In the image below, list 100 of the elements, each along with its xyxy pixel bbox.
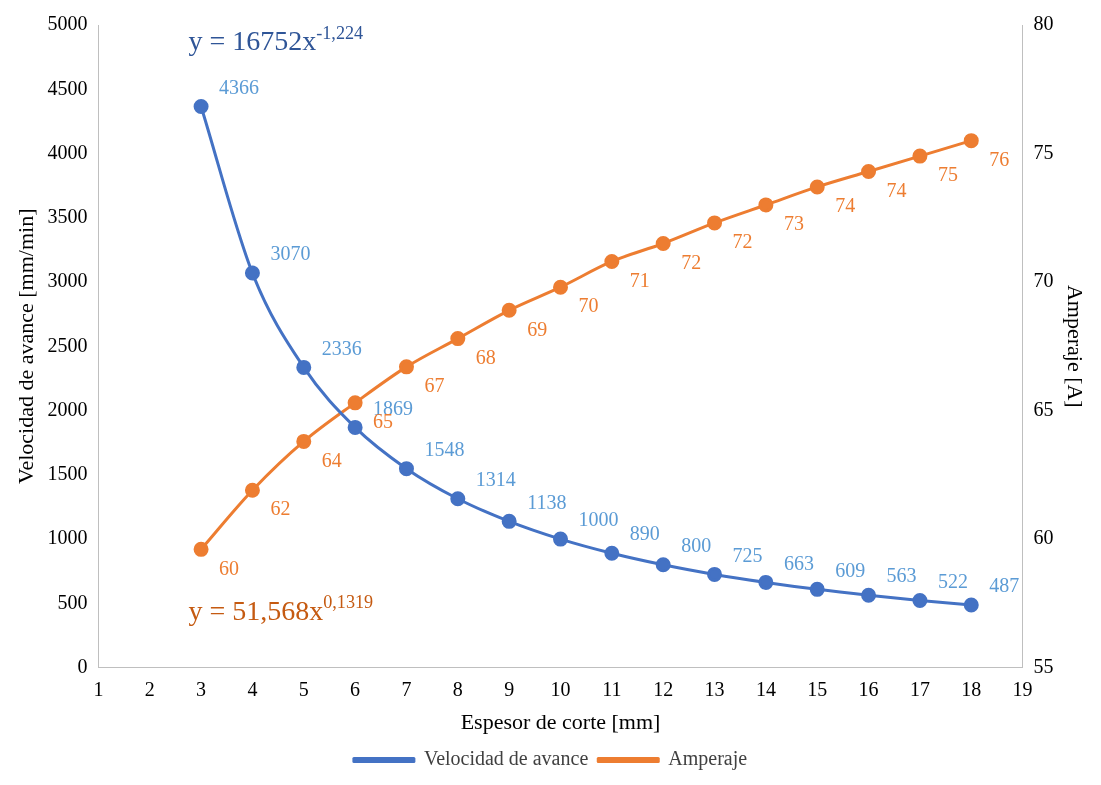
y-tick-label: 4000 [47, 140, 88, 163]
point [861, 587, 877, 603]
x-axis-title: Espesor de corte [mm] [460, 708, 661, 734]
point [296, 359, 312, 375]
point [193, 98, 209, 114]
point [758, 574, 774, 590]
data-label: 2336 [321, 336, 362, 359]
point [912, 148, 928, 164]
point [912, 593, 928, 609]
y2-tick-label: 65 [1033, 397, 1054, 420]
y2-tick-label: 60 [1033, 526, 1054, 549]
y-tick-label: 500 [57, 590, 88, 613]
y2-axis-title: Amperaje [A] [1063, 284, 1089, 408]
x-tick-label: 2 [144, 677, 155, 700]
x-tick-label: 4 [247, 677, 258, 700]
data-label: 74 [886, 178, 907, 201]
point [707, 566, 723, 582]
x-tick-label: 17 [909, 677, 930, 700]
y2-tick-label: 55 [1033, 654, 1054, 677]
x-tick-label: 7 [401, 677, 412, 700]
point [296, 433, 312, 449]
x-tick-label: 19 [1012, 677, 1033, 700]
data-label: 60 [219, 556, 240, 579]
data-label: 74 [835, 194, 856, 217]
data-label: 73 [783, 212, 804, 235]
data-label: 663 [783, 551, 814, 574]
data-label: 1138 [527, 490, 567, 513]
x-tick-label: 1 [93, 677, 104, 700]
data-label: 725 [732, 543, 763, 566]
x-tick-label: 18 [961, 677, 982, 700]
point [501, 302, 517, 318]
data-label: 72 [732, 230, 753, 253]
data-label: 4366 [219, 75, 260, 98]
point [450, 331, 466, 347]
point [398, 359, 414, 375]
point [398, 461, 414, 477]
x-tick-label: 14 [755, 677, 776, 700]
legend-label: Velocidad de avance [423, 747, 589, 770]
point [963, 133, 979, 149]
point [707, 215, 723, 231]
y-tick-label: 3500 [47, 205, 88, 228]
x-tick-label: 12 [653, 677, 674, 700]
y-tick-label: 1500 [47, 462, 88, 485]
point [501, 513, 517, 529]
y2-tick-label: 75 [1033, 140, 1054, 163]
x-tick-label: 10 [550, 677, 571, 700]
x-tick-label: 16 [858, 677, 879, 700]
data-label: 67 [424, 374, 445, 397]
point [193, 541, 209, 557]
y-tick-label: 0 [77, 654, 88, 677]
point [553, 531, 568, 547]
point [809, 179, 825, 195]
y-axis-title: Velocidad de avance [mm/min] [12, 208, 38, 485]
point [604, 545, 620, 561]
data-label: 62 [270, 497, 291, 520]
y2-tick-label: 70 [1033, 269, 1054, 292]
y-tick-label: 4500 [47, 76, 88, 99]
x-tick-label: 3 [196, 677, 207, 700]
data-label: 522 [937, 569, 968, 592]
point [244, 265, 260, 281]
point [553, 279, 568, 295]
y-tick-label: 1000 [47, 526, 88, 549]
y-tick-label: 5000 [47, 12, 88, 35]
data-label: 68 [475, 345, 496, 368]
point [347, 395, 363, 411]
data-label: 72 [681, 250, 702, 273]
point [861, 164, 877, 180]
x-tick-label: 11 [602, 677, 622, 700]
point [655, 557, 671, 573]
data-label: 487 [989, 574, 1020, 597]
data-label: 3070 [270, 242, 311, 265]
data-label: 75 [937, 163, 958, 186]
x-tick-label: 13 [704, 677, 725, 700]
data-label: 64 [321, 448, 342, 471]
y-tick-label: 2500 [47, 333, 88, 356]
data-label: 71 [629, 268, 650, 291]
data-label: 1548 [424, 437, 465, 460]
point [655, 235, 671, 251]
x-tick-label: 5 [298, 677, 309, 700]
point [450, 491, 466, 507]
data-label: 76 [989, 147, 1010, 170]
point [347, 419, 363, 435]
x-tick-label: 15 [807, 677, 828, 700]
data-label: 1000 [578, 508, 619, 531]
x-tick-label: 9 [504, 677, 515, 700]
data-label: 563 [886, 564, 917, 587]
point [604, 253, 620, 269]
data-label: 890 [629, 522, 660, 545]
point [963, 597, 979, 613]
data-label: 70 [578, 294, 599, 317]
data-label: 69 [527, 317, 548, 340]
x-tick-label: 8 [452, 677, 463, 700]
y-tick-label: 2000 [47, 397, 88, 420]
point [809, 581, 825, 597]
x-tick-label: 6 [350, 677, 361, 700]
data-label: 609 [835, 558, 866, 581]
data-label: 1314 [475, 467, 516, 490]
legend-label: Amperaje [668, 747, 748, 771]
point [244, 482, 260, 498]
y-tick-label: 3000 [47, 269, 88, 292]
